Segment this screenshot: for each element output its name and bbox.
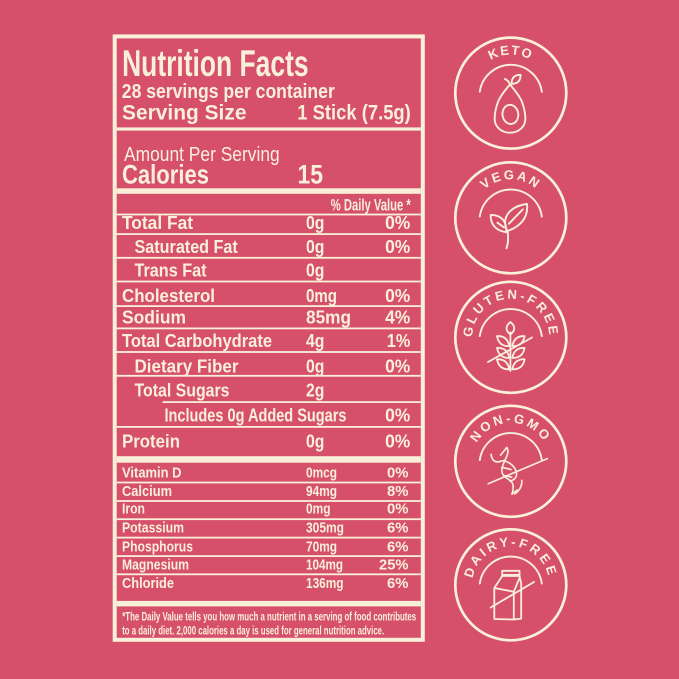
svg-text:Vitamin D: Vitamin D (122, 465, 182, 482)
svg-text:Sodium: Sodium (122, 308, 186, 328)
svg-text:0%: 0% (385, 405, 410, 425)
svg-text:94mg: 94mg (306, 483, 337, 500)
svg-text:70mg: 70mg (306, 538, 337, 555)
svg-text:Protein: Protein (122, 432, 180, 452)
svg-text:0%: 0% (387, 465, 409, 482)
svg-text:305mg: 305mg (306, 520, 344, 537)
svg-text:0%: 0% (385, 213, 410, 233)
svg-text:Phosphorus: Phosphorus (122, 538, 193, 555)
svg-text:0g: 0g (306, 261, 324, 281)
svg-text:0%: 0% (385, 286, 410, 306)
svg-text:*The Daily Value tells you how: *The Daily Value tells you how much a nu… (122, 610, 416, 624)
svg-text:1%: 1% (387, 331, 411, 351)
svg-text:Iron: Iron (122, 501, 145, 518)
svg-text:Potassium: Potassium (122, 520, 184, 537)
svg-text:Includes 0g Added Sugars: Includes 0g Added Sugars (165, 405, 347, 425)
svg-text:25%: 25% (379, 556, 409, 573)
svg-text:0g: 0g (306, 213, 324, 233)
svg-text:0g: 0g (306, 432, 324, 452)
svg-text:4g: 4g (306, 331, 324, 351)
svg-text:1 Stick (7.5g): 1 Stick (7.5g) (297, 102, 411, 125)
svg-text:Total Fat: Total Fat (122, 213, 193, 233)
svg-text:6%: 6% (387, 520, 409, 537)
svg-text:% Daily Value *: % Daily Value * (331, 196, 411, 214)
svg-text:0%: 0% (385, 237, 410, 257)
svg-text:0%: 0% (387, 501, 409, 518)
svg-text:8%: 8% (387, 483, 409, 500)
svg-text:6%: 6% (387, 538, 409, 555)
svg-text:4%: 4% (385, 308, 410, 328)
svg-text:Trans Fat: Trans Fat (135, 261, 207, 281)
svg-text:0%: 0% (385, 432, 410, 452)
svg-text:136mg: 136mg (306, 575, 344, 592)
svg-text:6%: 6% (387, 575, 409, 592)
svg-text:Amount Per Serving: Amount Per Serving (124, 144, 280, 166)
svg-text:2g: 2g (306, 381, 324, 401)
svg-text:15: 15 (298, 160, 324, 190)
svg-text:Cholesterol: Cholesterol (122, 286, 215, 306)
svg-text:Saturated Fat: Saturated Fat (135, 237, 238, 257)
svg-text:Calcium: Calcium (122, 483, 172, 500)
svg-text:0mcg: 0mcg (306, 465, 337, 482)
svg-text:85mg: 85mg (306, 308, 351, 328)
svg-text:0%: 0% (385, 356, 410, 376)
svg-text:Total Sugars: Total Sugars (135, 381, 230, 401)
svg-text:0g: 0g (306, 356, 324, 376)
svg-text:0mg: 0mg (306, 286, 337, 306)
svg-text:Nutrition Facts: Nutrition Facts (122, 43, 309, 84)
svg-text:Dietary Fiber: Dietary Fiber (135, 356, 239, 376)
svg-text:28 servings per container: 28 servings per container (122, 80, 335, 103)
svg-text:Calories: Calories (122, 160, 209, 190)
svg-text:to a daily diet. 2,000 calorie: to a daily diet. 2,000 calories a day is… (122, 623, 384, 637)
svg-text:Chloride: Chloride (122, 575, 174, 592)
svg-text:Magnesium: Magnesium (122, 556, 189, 573)
svg-text:0mg: 0mg (306, 501, 331, 518)
svg-text:Total Carbohydrate: Total Carbohydrate (122, 331, 272, 351)
svg-text:0g: 0g (306, 237, 324, 257)
svg-text:104mg: 104mg (306, 556, 343, 573)
svg-text:Serving Size: Serving Size (122, 102, 247, 125)
